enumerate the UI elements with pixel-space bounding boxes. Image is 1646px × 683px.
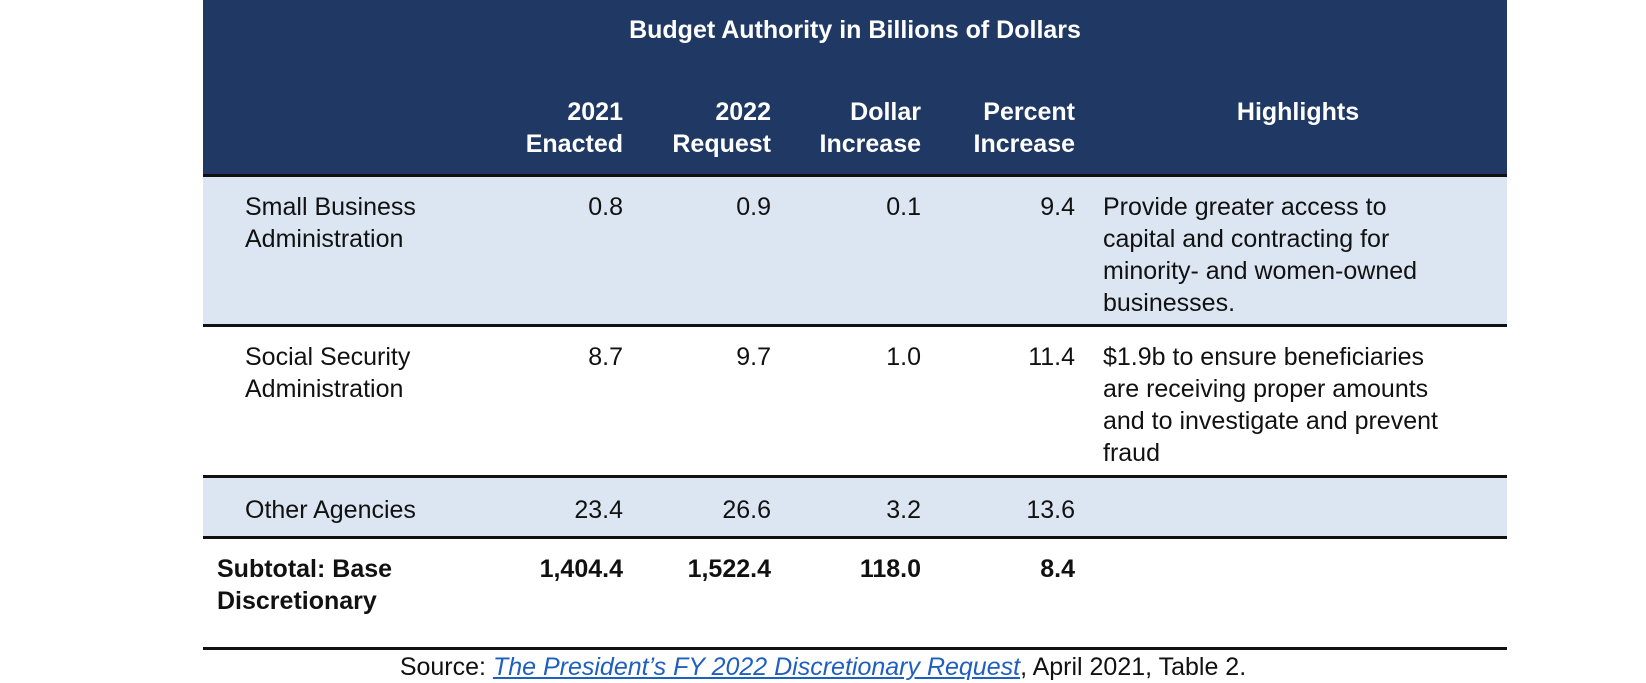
source-suffix: , April 2021, Table 2.	[1020, 653, 1247, 681]
table-row: Other Agencies 23.4 26.6 3.2 13.6	[203, 475, 1507, 536]
table-bottom-rule	[203, 647, 1507, 650]
total-2022-request: 1,522.4	[687, 555, 771, 583]
cell-percent-increase: 11.4	[1028, 343, 1075, 371]
agency-name: Small Business Administration	[245, 193, 416, 253]
budget-table: Budget Authority in Billions of Dollars …	[203, 0, 1507, 653]
source-link[interactable]: The President’s FY 2022 Discretionary Re…	[492, 653, 1021, 681]
cell-percent-increase: 13.6	[1026, 496, 1075, 524]
cell-2021-enacted: 8.7	[588, 343, 623, 371]
header-2022-request: 2022 Request	[672, 98, 771, 158]
cell-dollar-increase: 0.1	[886, 193, 921, 221]
cell-2022-request: 26.6	[722, 496, 771, 524]
agency-name: Other Agencies	[245, 496, 416, 524]
header-percent-increase: Percent Increase	[973, 98, 1075, 158]
cell-2022-request: 9.7	[736, 343, 771, 371]
cell-highlights: $1.9b to ensure beneficiaries are receiv…	[1103, 343, 1438, 467]
cell-percent-increase: 9.4	[1040, 193, 1075, 221]
cell-2022-request: 0.9	[736, 193, 771, 221]
cell-2021-enacted: 23.4	[574, 496, 623, 524]
table-row: Social Security Administration 8.7 9.7 1…	[203, 324, 1507, 475]
header-2021-enacted: 2021 Enacted	[525, 98, 623, 158]
table-total-row: Subtotal: Base Discretionary 1,404.4 1,5…	[203, 536, 1507, 653]
table-header: Budget Authority in Billions of Dollars …	[203, 0, 1507, 174]
source-prefix: Source:	[399, 653, 493, 681]
agency-name: Social Security Administration	[245, 343, 411, 403]
cell-dollar-increase: 3.2	[886, 496, 921, 524]
table-title: Budget Authority in Billions of Dollars	[629, 16, 1081, 44]
source-note: Source: The President’s FY 2022 Discreti…	[0, 652, 1646, 682]
cell-2021-enacted: 0.8	[588, 193, 623, 221]
table-row: Small Business Administration 0.8 0.9 0.…	[203, 174, 1507, 324]
total-label: Subtotal: Base Discretionary	[217, 555, 393, 615]
cell-dollar-increase: 1.0	[886, 343, 921, 371]
header-highlights: Highlights	[1236, 98, 1360, 126]
total-2021-enacted: 1,404.4	[539, 555, 623, 583]
header-dollar-increase: Dollar Increase	[819, 98, 921, 158]
cell-highlights: Provide greater access to capital and co…	[1103, 193, 1418, 317]
total-percent-increase: 8.4	[1040, 555, 1075, 583]
total-dollar-increase: 118.0	[859, 555, 921, 583]
